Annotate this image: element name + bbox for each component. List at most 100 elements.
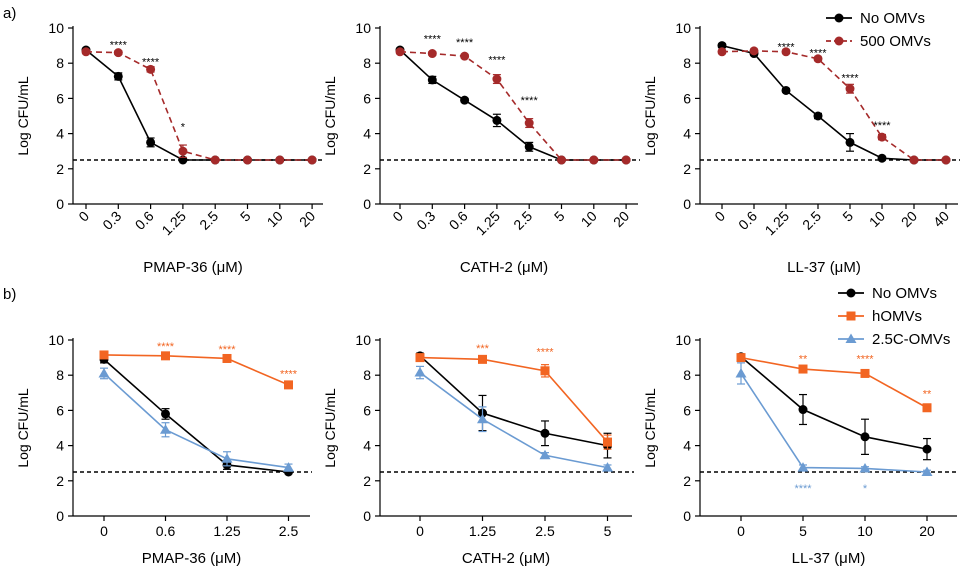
x-tick-label: 5 xyxy=(799,523,807,539)
y-tick-label: 6 xyxy=(363,90,371,106)
series-line xyxy=(419,356,609,443)
series-line xyxy=(740,373,928,473)
x-tick-label: 0 xyxy=(737,523,745,539)
x-tick-label: 0 xyxy=(416,523,424,539)
data-point xyxy=(478,354,487,364)
y-tick-label: 4 xyxy=(56,438,64,454)
significance-label: **** xyxy=(521,95,539,107)
x-tick-label: 2.5 xyxy=(279,523,299,539)
series-line xyxy=(103,372,289,469)
y-tick-label: 4 xyxy=(363,126,371,142)
x-tick-label: 20 xyxy=(919,523,935,539)
data-point xyxy=(414,367,426,377)
series-homvs xyxy=(415,353,612,450)
y-tick-label: 10 xyxy=(48,20,64,36)
legend-label: 2.5C-OMVs xyxy=(872,331,950,348)
y-tick-label: 8 xyxy=(363,55,371,71)
series-no-omvs xyxy=(395,45,631,165)
panel-label-a: a) xyxy=(3,5,16,22)
data-point xyxy=(160,424,171,434)
y-axis-label: Log CFU/mL xyxy=(15,388,31,468)
series-line xyxy=(721,44,946,161)
legend-label: No OMVs xyxy=(872,285,937,302)
series-no-omvs xyxy=(81,45,317,165)
data-point xyxy=(524,118,534,128)
y-tick-label: 0 xyxy=(363,196,371,212)
x-tick-label: 0 xyxy=(100,523,108,539)
x-tick-label: 2.5 xyxy=(799,208,824,233)
y-tick-label: 4 xyxy=(363,438,371,454)
significance-label: **** xyxy=(142,56,160,68)
data-point xyxy=(877,153,887,163)
chart-5: 0 2 4 6 8 10 0 1.25 2.5 5 Log CFU/mL CATH-2 (μM) ***… xyxy=(322,332,634,567)
x-tick-label: 2.5 xyxy=(510,208,535,233)
x-axis-label: PMAP-36 (μM) xyxy=(143,259,243,276)
data-point xyxy=(492,74,502,84)
x-tick-label: 10 xyxy=(866,208,888,230)
series-500-omvs xyxy=(717,46,951,165)
data-point xyxy=(210,155,220,165)
y-tick-label: 0 xyxy=(363,508,371,524)
series-line xyxy=(103,354,289,386)
x-axis-label: PMAP-36 (μM) xyxy=(142,550,242,567)
legend-marker xyxy=(846,311,856,321)
legend-label: No OMVs xyxy=(860,10,925,27)
series-line xyxy=(740,356,928,409)
significance-label: **** xyxy=(488,55,506,67)
y-tick-label: 4 xyxy=(683,126,691,142)
x-tick-label: 0.6 xyxy=(446,208,471,233)
series-line xyxy=(419,355,608,447)
data-point xyxy=(98,367,110,378)
x-tick-label: 5 xyxy=(604,523,612,539)
data-point xyxy=(307,155,317,165)
series-2-5c-omvs xyxy=(735,362,933,476)
data-point xyxy=(717,41,727,51)
y-tick-label: 2 xyxy=(683,161,691,177)
significance-label: **** xyxy=(873,120,891,132)
x-axis-label: LL-37 (μM) xyxy=(787,259,861,276)
series-homvs xyxy=(99,350,293,390)
y-tick-label: 0 xyxy=(683,508,691,524)
chart-1: 0 2 4 6 8 10 0 0.3 0.6 1.25 2.5 5 10 20 Log CFU/mL PMAP… xyxy=(15,20,325,276)
y-tick-label: 0 xyxy=(683,196,691,212)
y-tick-label: 8 xyxy=(683,55,691,71)
x-tick-label: 1.25 xyxy=(213,523,240,539)
x-tick-label: 0.6 xyxy=(735,208,760,233)
series-no-omvs xyxy=(736,352,932,461)
x-tick-label: 1.25 xyxy=(469,523,496,539)
data-point xyxy=(589,155,599,165)
x-axis-label: CATH-2 (μM) xyxy=(462,550,550,567)
legends: No OMVs 500 OMVs No OMVs hOMVs 2.5C-OMVs xyxy=(826,10,950,348)
x-tick-label: 0 xyxy=(711,208,728,225)
data-point xyxy=(539,449,551,460)
x-tick-label: 5 xyxy=(237,208,254,225)
x-axis-label: LL-37 (μM) xyxy=(792,550,866,567)
data-point xyxy=(524,142,534,152)
y-axis-label: Log CFU/mL xyxy=(642,76,658,156)
data-point xyxy=(603,437,612,447)
y-tick-label: 6 xyxy=(683,402,691,418)
y-tick-label: 4 xyxy=(683,438,691,454)
significance-label: * xyxy=(181,122,186,134)
data-point xyxy=(81,47,91,57)
data-point xyxy=(736,353,746,363)
x-tick-label: 10 xyxy=(857,523,873,539)
x-tick-label: 2.5 xyxy=(196,208,221,233)
data-point xyxy=(427,75,437,85)
y-tick-label: 2 xyxy=(363,161,371,177)
series-homvs xyxy=(736,353,932,413)
data-point xyxy=(717,47,727,57)
x-tick-label: 1.25 xyxy=(158,208,189,239)
significance-label: *** xyxy=(476,343,490,355)
chart-4: 0 2 4 6 8 10 0 0.6 1.25 2.5 Log CFU/mL PMAP-36 (μM)… xyxy=(15,332,312,567)
legend-marker xyxy=(846,288,856,298)
data-point xyxy=(99,350,109,360)
legend-label: 500 OMVs xyxy=(860,33,931,50)
data-point xyxy=(813,111,823,121)
data-point xyxy=(146,64,156,74)
data-point xyxy=(492,115,502,125)
x-tick-label: 5 xyxy=(551,208,568,225)
legend-marker xyxy=(834,13,844,23)
